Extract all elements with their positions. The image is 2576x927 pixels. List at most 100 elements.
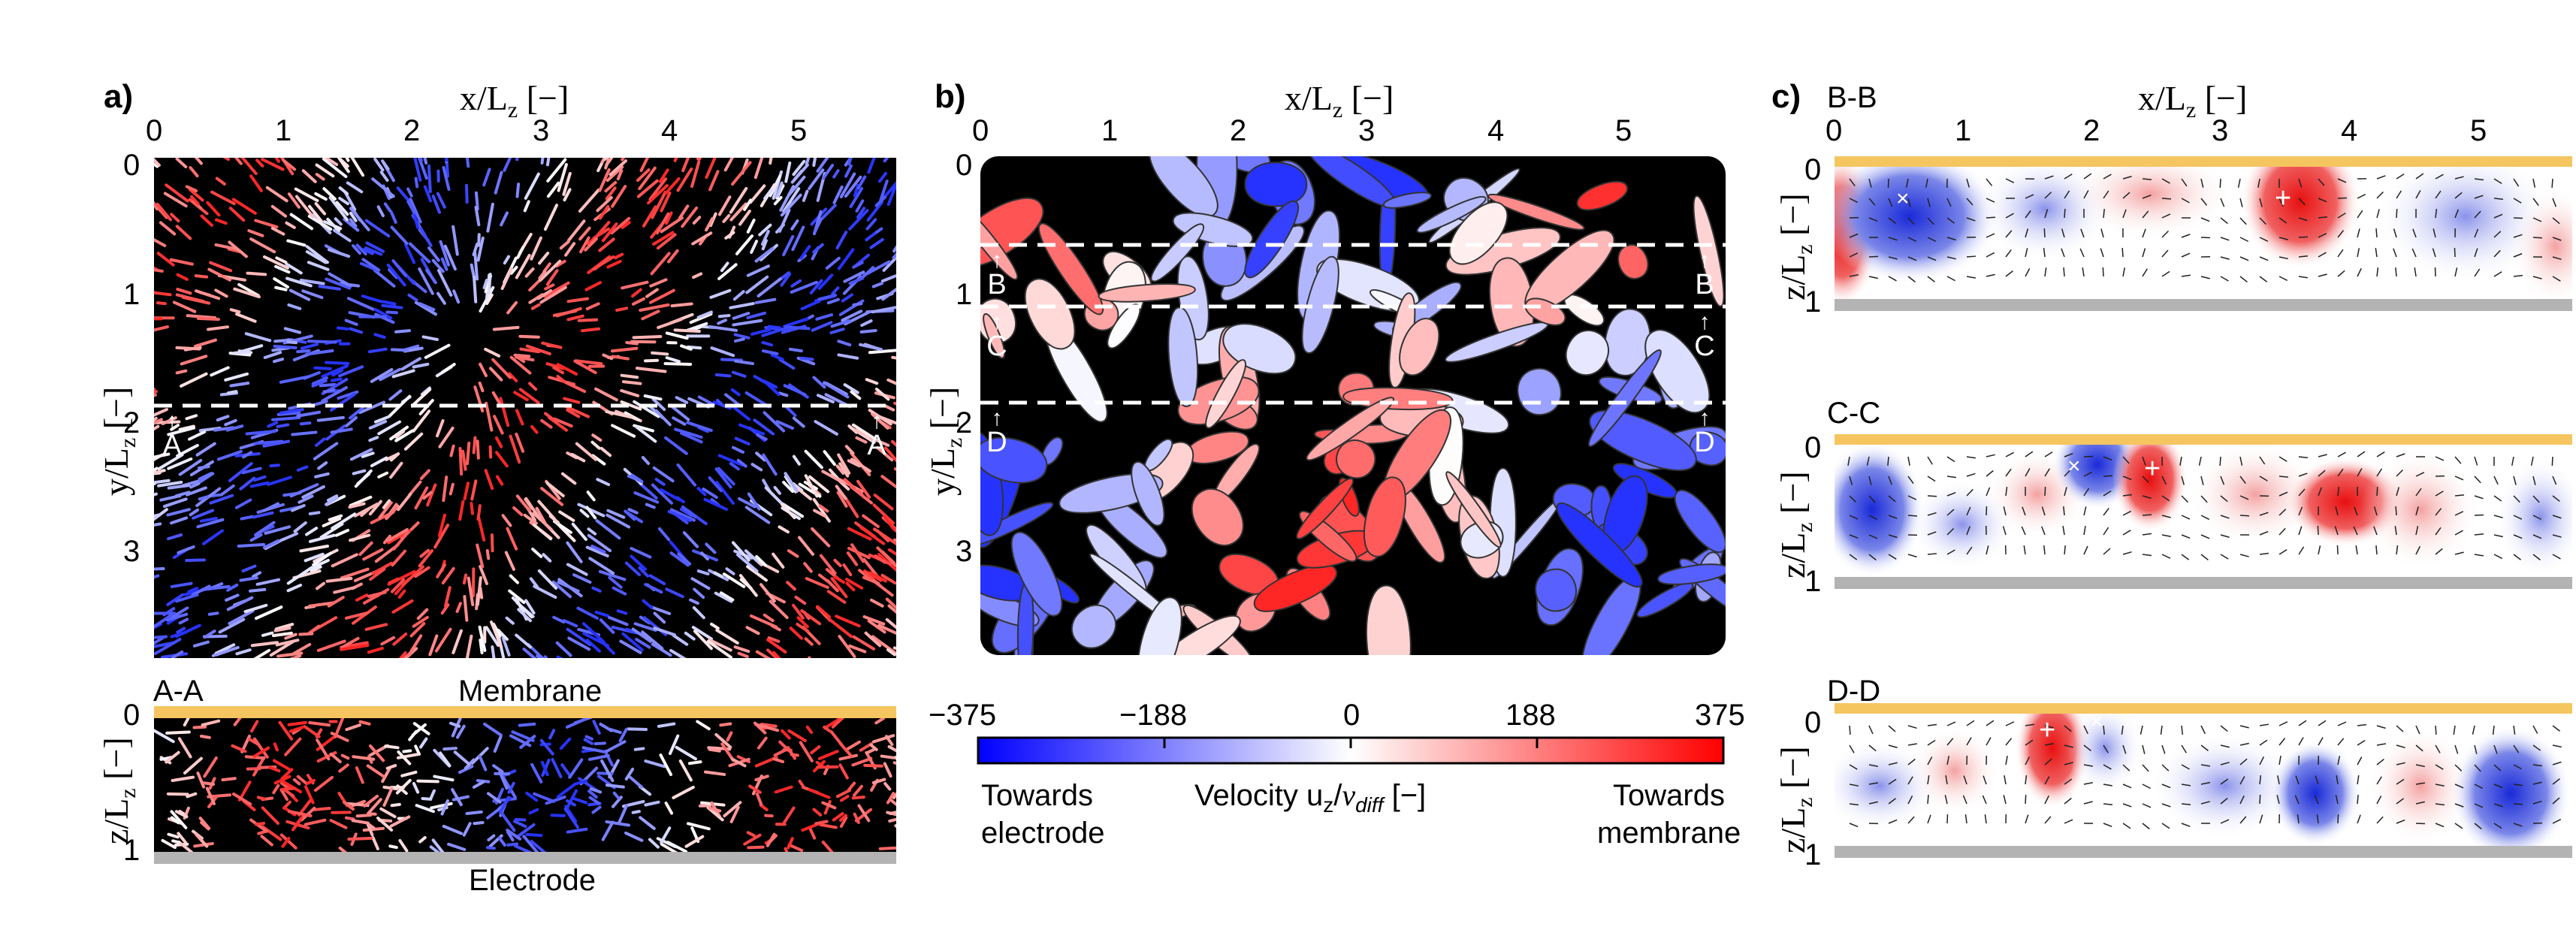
streamline-segment bbox=[334, 528, 350, 537]
streamline-segment bbox=[719, 591, 735, 602]
streamline-segment bbox=[592, 720, 601, 735]
streamline-segment bbox=[444, 586, 451, 608]
streamline-segment bbox=[347, 836, 373, 841]
streamline-segment bbox=[397, 750, 412, 765]
panel-a-x-axis-title: x/Lz [−] bbox=[460, 79, 569, 123]
velocity-vector bbox=[1868, 764, 1878, 768]
streamline-segment bbox=[513, 353, 531, 358]
streamline-segment bbox=[255, 822, 266, 826]
streamline-segment bbox=[605, 165, 624, 183]
streamline-segment bbox=[533, 792, 556, 803]
section-d-z-tick: 1 bbox=[1804, 838, 1822, 871]
velocity-vector bbox=[2142, 476, 2149, 484]
velocity-vector bbox=[1984, 814, 1987, 824]
velocity-vector bbox=[2318, 198, 2327, 203]
streamline-segment bbox=[239, 576, 258, 582]
streamline-segment bbox=[276, 651, 304, 658]
velocity-vector bbox=[2220, 198, 2225, 207]
streamline-segment bbox=[839, 172, 856, 198]
streamline-segment bbox=[743, 833, 762, 846]
streamline-segment bbox=[414, 177, 419, 189]
streamline-segment bbox=[559, 737, 572, 750]
panel-b-letter: b) bbox=[935, 78, 966, 115]
streamline-segment bbox=[589, 787, 602, 794]
streamline-segment bbox=[501, 514, 512, 527]
streamline-segment bbox=[519, 735, 536, 749]
streamline-segment bbox=[635, 425, 657, 443]
velocity-vector bbox=[2376, 758, 2384, 765]
streamline-segment bbox=[665, 587, 684, 599]
velocity-vector bbox=[2298, 546, 2305, 555]
streamline-segment bbox=[280, 779, 303, 794]
streamline-segment bbox=[377, 471, 389, 479]
velocity-vector bbox=[2376, 776, 2382, 785]
velocity-vector bbox=[2044, 758, 2052, 765]
streamline-segment bbox=[373, 268, 396, 288]
streamline-segment bbox=[714, 373, 732, 378]
isosurface-blob bbox=[1137, 596, 1182, 655]
velocity-vector bbox=[2552, 515, 2562, 519]
streamline-segment bbox=[612, 586, 627, 596]
streamline-segment bbox=[264, 525, 291, 535]
streamline-segment bbox=[240, 344, 264, 353]
velocity-vector bbox=[2454, 823, 2463, 829]
streamline-segment bbox=[714, 732, 732, 749]
streamline-segment bbox=[509, 434, 521, 464]
streamline-segment bbox=[850, 457, 871, 473]
velocity-vector bbox=[2376, 796, 2382, 805]
velocity-vector bbox=[1962, 795, 1967, 805]
velocity-vector bbox=[2043, 228, 2046, 238]
streamline-segment bbox=[322, 187, 337, 201]
streamline-segment bbox=[566, 314, 584, 322]
streamline-segment bbox=[311, 807, 331, 812]
colorbar-tick: −375 bbox=[929, 699, 997, 732]
streamline-segment bbox=[577, 503, 605, 518]
streamline-segment bbox=[287, 810, 313, 817]
streamline-segment bbox=[769, 158, 773, 165]
streamline-segment bbox=[563, 397, 581, 404]
streamline-segment bbox=[575, 442, 597, 461]
velocity-vector bbox=[2493, 249, 2501, 258]
streamline-segment bbox=[746, 831, 756, 838]
velocity-vector bbox=[1888, 276, 1897, 282]
streamline-segment bbox=[883, 782, 892, 791]
velocity-vector bbox=[2161, 230, 2169, 238]
velocity-vector bbox=[2493, 271, 2502, 277]
streamline-segment bbox=[734, 436, 750, 445]
streamline-segment bbox=[815, 760, 824, 768]
velocity-vector bbox=[2513, 198, 2522, 204]
streamline-segment bbox=[882, 255, 896, 272]
streamline-segment bbox=[177, 545, 195, 554]
streamline-segment bbox=[638, 166, 657, 191]
velocity-vector bbox=[2005, 721, 2015, 726]
streamline-segment bbox=[555, 259, 566, 268]
streamline-segment bbox=[638, 566, 650, 578]
streamline-segment bbox=[717, 195, 732, 216]
streamline-segment bbox=[386, 527, 409, 542]
streamline-segment bbox=[813, 217, 823, 234]
streamline-segment bbox=[537, 569, 558, 590]
velocity-vector bbox=[2279, 217, 2288, 224]
velocity-vector bbox=[2552, 818, 2562, 824]
isosurface-blob bbox=[980, 205, 1019, 280]
velocity-vector bbox=[2103, 190, 2109, 199]
streamline-segment bbox=[693, 587, 705, 599]
streamline-segment bbox=[674, 427, 703, 439]
streamline-segment bbox=[465, 441, 471, 466]
velocity-vector bbox=[1888, 554, 1897, 560]
velocity-vector bbox=[1849, 233, 1859, 238]
streamline-segment bbox=[545, 795, 566, 805]
velocity-vector bbox=[2259, 530, 2269, 536]
section-b-b-plot: × + bbox=[1835, 156, 2572, 311]
velocity-vector bbox=[2315, 775, 2319, 785]
velocity-vector bbox=[2219, 456, 2221, 467]
streamline-segment bbox=[800, 608, 822, 626]
streamline-segment bbox=[816, 394, 835, 403]
streamline-segment bbox=[880, 475, 896, 489]
streamline-segment bbox=[755, 792, 763, 806]
streamline-segment bbox=[327, 248, 351, 258]
streamline-segment bbox=[296, 465, 309, 472]
velocity-vector bbox=[1946, 491, 1956, 497]
streamline-segment bbox=[427, 246, 440, 262]
velocity-vector bbox=[1946, 476, 1956, 479]
